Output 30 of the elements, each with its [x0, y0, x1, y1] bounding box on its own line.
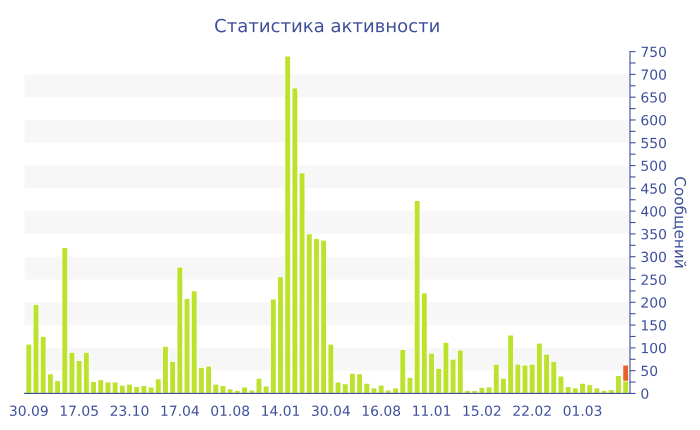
- y2-tick-label: 750: [642, 46, 666, 58]
- y2-axis-title: Сообщений: [672, 177, 687, 268]
- y2-tick-label: 600: [641, 114, 666, 126]
- y2-tick-label: 450: [641, 183, 666, 194]
- x-tick-label: 17.05: [60, 406, 98, 416]
- x-tick-label: 22.02: [513, 406, 551, 416]
- y2-tick-label: 700: [642, 69, 666, 80]
- x-tick-label: 30.04: [312, 406, 350, 416]
- y2-tick-label: 250: [641, 274, 666, 285]
- x-tick-label: 15.02: [464, 406, 500, 416]
- y2-tick-label: 350: [641, 228, 666, 240]
- x-tick-label: 14.01: [262, 406, 300, 416]
- y2-tick-label: 200: [641, 297, 666, 308]
- x-tick-label: 23.10: [110, 406, 148, 416]
- x-tick-label: 16.08: [362, 406, 400, 416]
- x-tick-label: 01.03: [564, 406, 602, 416]
- y2-tick-label: 50: [641, 366, 658, 376]
- x-tick-label: 01.08: [211, 406, 250, 416]
- x-tick-label: 17.04: [161, 406, 199, 416]
- y2-tick-label: 650: [641, 92, 666, 103]
- y2-tick-label: 300: [641, 252, 666, 262]
- y2-tick-label: 550: [641, 138, 666, 148]
- x-tick-label: 30.09: [10, 406, 48, 416]
- y2-tick-label: 150: [642, 320, 666, 331]
- y2-tick-label: 100: [642, 342, 666, 354]
- y2-tick-label: 400: [641, 206, 666, 217]
- y2-tick-label: 500: [641, 160, 666, 172]
- chart-title: Статистика активности: [215, 18, 439, 32]
- y2-tick-label: 0: [641, 388, 648, 399]
- x-tick-label: 11.01: [413, 406, 450, 416]
